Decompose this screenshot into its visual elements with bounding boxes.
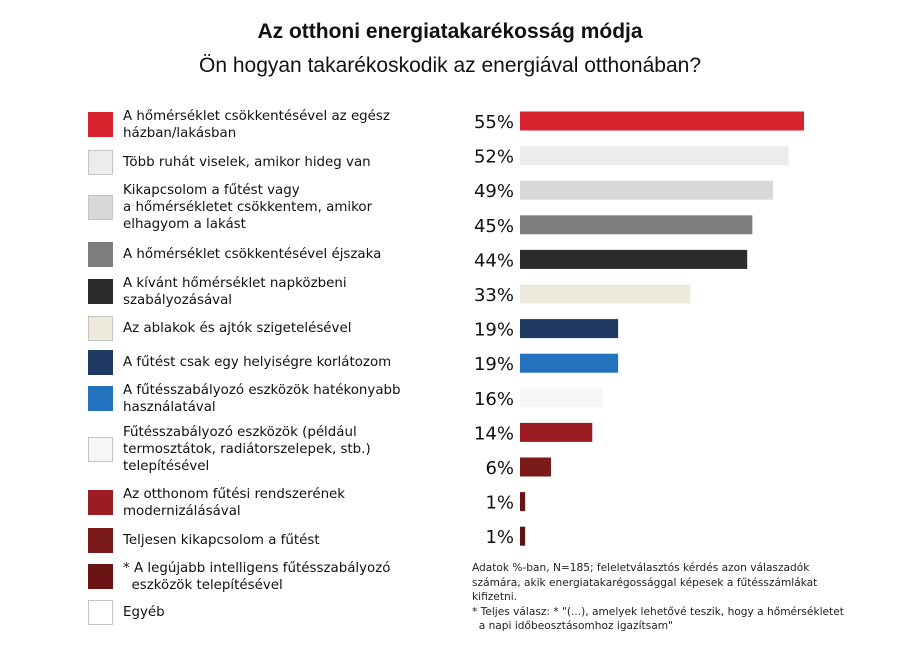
legend-label-line: Egyéb <box>123 605 165 620</box>
data-label: 1% <box>485 493 514 514</box>
legend-label: Az ablakok és ajtók szigetelésével <box>123 320 423 337</box>
legend-label-line: Kikapcsolom a fűtést vagy <box>123 183 300 198</box>
legend-label: A kívánt hőmérséklet napközbeni szabályoz… <box>123 275 423 309</box>
legend-label-line: A fűtést csak egy helyiségre korlátozom <box>123 355 392 370</box>
data-label: 55% <box>474 112 514 133</box>
data-label: 33% <box>474 285 514 306</box>
legend-label-line: A hőmérséklet csökkentésével az egész <box>123 109 390 124</box>
legend-swatch <box>88 150 113 175</box>
legend-label-line: szabályozásával <box>123 293 233 308</box>
chart-subtitle: Ön hogyan takarékoskodik az energiával o… <box>198 54 701 77</box>
legend-swatch <box>88 112 113 137</box>
data-label: 49% <box>474 181 514 202</box>
footnote-line: Adatok %-ban, N=185; feleletválasztós ké… <box>472 562 810 574</box>
legend-label: Teljesen kikapcsolom a fűtést <box>123 532 423 549</box>
legend-label-line: Több ruhát viselek, amikor hideg van <box>123 155 371 170</box>
bar <box>520 526 526 546</box>
legend-swatch <box>88 564 113 589</box>
footnote-line: a napi időbeosztásomhoz igazítsam" <box>472 620 673 632</box>
legend-label: A hőmérséklet csökkentésével az egész ház… <box>123 108 423 142</box>
legend-label: A hőmérséklet csökkentésével éjszaka <box>123 246 423 263</box>
bar <box>520 319 619 339</box>
data-label: 44% <box>474 250 514 271</box>
legend-label: Egyéb <box>123 604 423 621</box>
bar <box>520 388 603 408</box>
legend-label: A fűtést csak egy helyiségre korlátozom <box>123 354 423 371</box>
legend-label-line: termosztátok, radiátorszelepek, stb.) <box>123 442 371 457</box>
legend-label-line: * A legújabb intelligens fűtésszabályozó <box>123 561 391 576</box>
legend-swatch <box>88 600 113 625</box>
legend-swatch <box>88 350 113 375</box>
legend-swatch <box>88 437 113 462</box>
legend-label: A fűtésszabályozó eszközök hatékonyabb ha… <box>123 382 423 416</box>
bar <box>520 284 691 304</box>
footnote-line: számára, akik energiatakarégossággal kép… <box>472 576 818 589</box>
data-label: 19% <box>474 354 514 375</box>
bar <box>520 422 593 442</box>
legend-label-line: A hőmérséklet csökkentésével éjszaka <box>123 247 382 262</box>
bar <box>520 180 774 200</box>
legend-label-line: A kívánt hőmérséklet napközbeni <box>123 276 347 291</box>
legend-label-line: modernizálásával <box>123 504 241 519</box>
bar <box>520 457 551 477</box>
data-label: 52% <box>474 147 514 168</box>
legend-label: * A legújabb intelligens fűtésszabályozó… <box>123 560 423 594</box>
data-label: 6% <box>485 458 514 479</box>
legend-swatch <box>88 316 113 341</box>
bar <box>520 249 748 269</box>
data-label: 14% <box>474 423 514 444</box>
footnote: Adatok %-ban, N=185; feleletválasztós ké… <box>472 561 882 634</box>
legend-label-line: eszközök telepítésével <box>123 578 283 593</box>
legend-swatch <box>88 279 113 304</box>
legend-label: Kikapcsolom a fűtést vagy a hőmérsékletet… <box>123 182 423 233</box>
legend-label-line: Az ablakok és ajtók szigetelésével <box>123 321 352 336</box>
footnote-line: kifizetni. <box>472 591 518 603</box>
legend-label: Több ruhát viselek, amikor hideg van <box>123 154 423 171</box>
legend-swatch <box>88 490 113 515</box>
legend-label-line: házban/lakásban <box>123 126 237 141</box>
legend-swatch <box>88 195 113 220</box>
bar <box>520 492 526 512</box>
bar <box>520 353 619 373</box>
legend-label-line: Az otthonom fűtési rendszerének <box>123 487 346 502</box>
footnote-line: * Teljes válasz: * "(...), amelyek lehet… <box>472 605 844 618</box>
bar <box>520 146 789 166</box>
legend-label-line: A fűtésszabályozó eszközök hatékonyabb <box>123 383 401 398</box>
legend-label-line: a hőmérsékletet csökkentem, amikor <box>123 200 373 215</box>
legend-swatch <box>88 242 113 267</box>
data-label: 45% <box>474 216 514 237</box>
legend-swatch <box>88 528 113 553</box>
legend: A hőmérséklet csökkentésével az egész ház… <box>88 108 423 625</box>
legend-label-line: elhagyom a lakást <box>123 217 246 232</box>
data-label: 1% <box>485 527 514 548</box>
legend-label: Fűtésszabályozó eszközök (például termosz… <box>123 424 423 475</box>
legend-label-line: használatával <box>123 400 216 415</box>
data-label: 16% <box>474 389 514 410</box>
bar <box>520 215 753 235</box>
legend-label-line: Teljesen kikapcsolom a fűtést <box>123 533 320 548</box>
legend-label-line: Fűtésszabályozó eszközök (például <box>123 425 357 440</box>
bar <box>520 111 804 131</box>
legend-label-line: telepítésével <box>123 459 210 474</box>
data-label: 19% <box>474 320 514 341</box>
legend-swatch <box>88 386 113 411</box>
chart-title: Az otthoni energiatakarékosság módja <box>257 20 643 43</box>
legend-label: Az otthonom fűtési rendszerének modernizá… <box>123 486 423 520</box>
